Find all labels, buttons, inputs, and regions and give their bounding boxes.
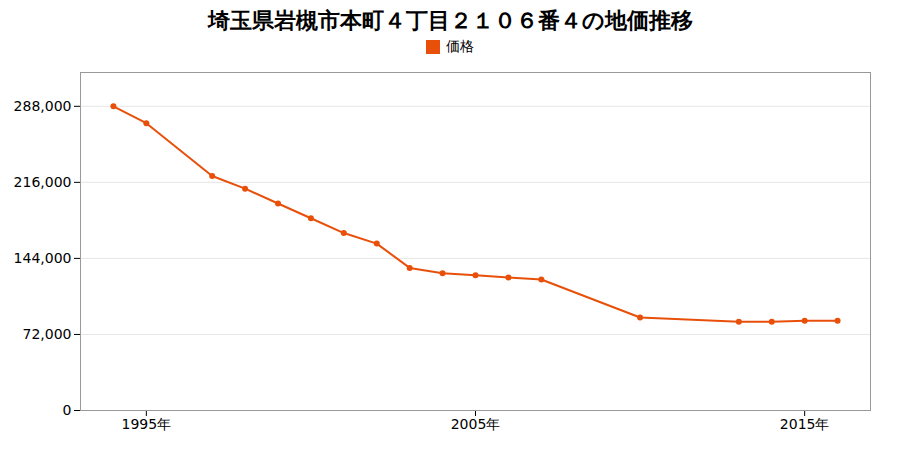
html-text:価格: 価格 xyxy=(446,38,474,54)
svg-text:2015年: 2015年 xyxy=(780,416,830,432)
svg-text:72,000: 72,000 xyxy=(23,326,72,342)
svg-text:2005年: 2005年 xyxy=(451,416,501,432)
html-text:埼玉県岩槻市本町４丁目２１０６番４の地価推移: 埼玉県岩槻市本町４丁目２１０６番４の地価推移 xyxy=(207,8,693,33)
svg-text:1995年: 1995年 xyxy=(122,416,172,432)
svg-text:216,000: 216,000 xyxy=(14,174,72,190)
svg-text:288,000: 288,000 xyxy=(14,98,72,114)
svg-text:144,000: 144,000 xyxy=(14,250,72,266)
svg-text:0: 0 xyxy=(63,402,72,418)
